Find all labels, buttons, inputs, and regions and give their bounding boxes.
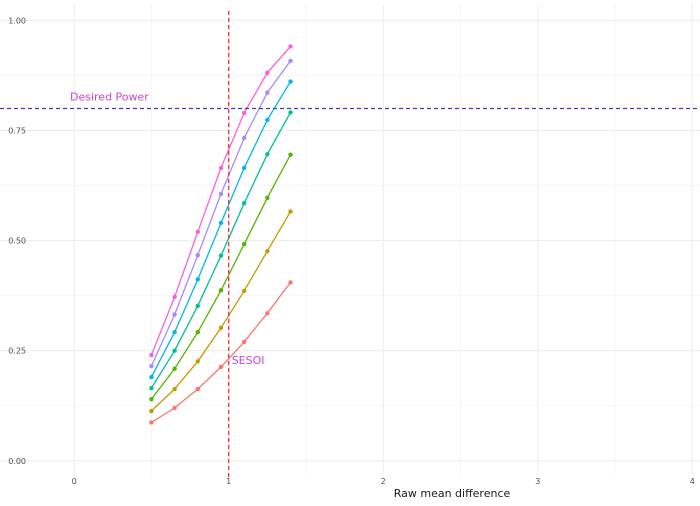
data-point [149,420,154,425]
data-point [265,152,270,157]
y-tick-label: 1.00 [8,16,26,25]
data-point [218,253,224,258]
data-point [172,366,177,371]
y-tick-label: 0.25 [8,347,26,356]
data-point [288,44,293,49]
data-point [172,294,177,300]
data-point [172,386,177,392]
data-point [149,408,154,414]
data-point [218,325,224,330]
minor-gridlines [0,5,700,474]
data-point [149,363,154,369]
data-point [218,191,224,197]
data-point [149,396,154,402]
data-point [241,200,247,206]
x-tick-label: 0 [72,477,77,486]
series-line [150,45,291,356]
data-point [172,405,177,411]
data-point [241,241,247,247]
data-point [195,229,200,234]
data-point [195,252,200,258]
data-point [218,288,224,293]
data-point [288,79,293,84]
major-gridlines [0,5,700,474]
data-point [195,329,200,335]
data-point [172,329,177,335]
x-tick-label: 3 [535,477,540,486]
data-point [218,364,224,370]
x-tick-label: 4 [690,477,695,486]
data-point [149,385,154,391]
data-point [241,110,247,116]
data-point [265,311,270,316]
series-layer [149,44,293,425]
data-point [241,288,247,294]
series-line [150,81,292,378]
y-tick-label: 0.00 [8,457,26,466]
data-point [288,152,293,157]
data-point [288,58,293,64]
y-tick-label: 0.75 [8,127,26,136]
data-point [172,312,177,317]
data-point [265,117,270,123]
x-tick-label: 2 [381,477,386,486]
data-point [241,135,247,141]
data-point [265,70,270,76]
y-axis-ticks: 0.00 0.25 0.50 0.75 1.00 [8,16,26,465]
data-point [195,277,200,282]
reference-lines: Desired Power SESOI [0,11,700,478]
series-line [150,60,292,367]
data-point [265,195,270,201]
series-line [150,112,292,389]
x-axis-ticks: 0 1 2 3 4 [72,477,695,486]
data-point [195,359,200,364]
data-point [265,248,270,254]
series-line [150,154,292,400]
data-point [172,348,177,353]
x-tick-label: 1 [226,477,231,486]
y-tick-label: 0.50 [8,237,26,246]
data-point [288,280,293,285]
data-point [195,386,200,392]
data-point [218,165,224,171]
data-point [149,374,154,380]
x-axis-title: Raw mean difference [394,487,511,500]
data-point [149,352,154,358]
data-point [265,90,270,95]
sesoi-label: SESOI [232,354,265,367]
desired-power-label: Desired Power [70,90,149,103]
data-point [195,303,200,308]
data-point [288,209,293,214]
data-point [218,220,224,226]
data-point [241,339,247,345]
data-point [288,110,293,115]
data-point [241,165,247,171]
